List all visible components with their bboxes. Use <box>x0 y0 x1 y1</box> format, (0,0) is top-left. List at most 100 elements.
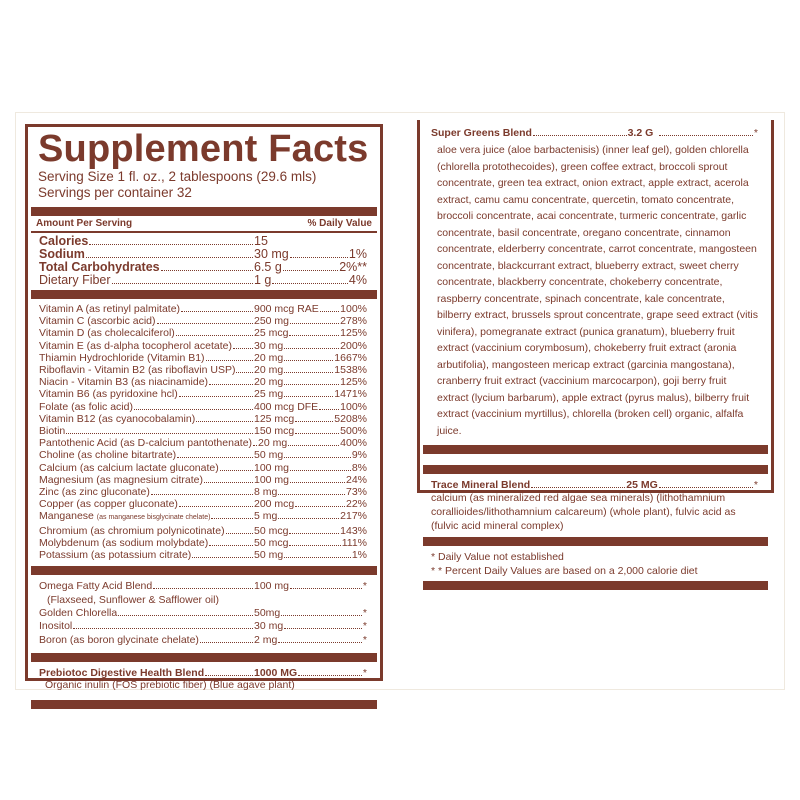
nutrient-row: Manganese (as manganese bisglycinate che… <box>33 510 375 524</box>
nutrient-name: Vitamin E (as d-alpha tocopherol acetate… <box>39 339 232 352</box>
nutrient-row: Calories 15 <box>33 235 375 248</box>
nutrient-name: Biotin <box>39 425 66 438</box>
nutrient-amount: 1 g <box>254 273 272 287</box>
nutrient-subtext: (Flaxseed, Sunflower & Safflower oil) <box>47 593 219 606</box>
nutrient-amount: 20 mg <box>254 376 284 389</box>
nutrient-dv: 8% <box>351 461 367 474</box>
nutrient-dv: 400% <box>340 437 367 450</box>
nutrient-row: Zinc (as zinc gluconate) 8 mg 73% <box>33 486 375 498</box>
other-ingredients-list: Omega Fatty Acid Blend 100 mg * (Flaxseed, … <box>33 575 375 652</box>
nutrient-amount: 50 mg <box>254 549 284 562</box>
nutrient-amount: 20 mg <box>254 364 284 377</box>
nutrient-amount: 20 mg <box>254 351 284 364</box>
nutrient-dv: 24% <box>345 473 367 486</box>
nutrient-amount: 6.5 g <box>254 260 282 274</box>
nutrient-row: Dietary Fiber 1 g 4% <box>33 274 375 287</box>
nutrient-dv: 100% <box>340 303 367 315</box>
nutrient-name: Sodium <box>39 247 85 261</box>
super-greens-name: Super Greens Blend <box>431 127 532 139</box>
divider-bar <box>423 445 768 455</box>
nutrient-dv: 1% <box>348 247 367 261</box>
nutrient-dv: 100% <box>340 400 367 413</box>
nutrient-amount: 125 mcg <box>254 412 295 425</box>
nutrient-row: Vitamin A (as retinyl palmitate) 900 mcg … <box>33 303 375 315</box>
super-greens-ingredients: aloe vera juice (aloe barbactenisis) (in… <box>437 144 758 437</box>
nutrient-dv: 2%** <box>339 260 367 274</box>
nutrient-name: Magnesium (as magnesium citrate) <box>39 473 203 486</box>
nutrient-name: Dietary Fiber <box>39 273 111 287</box>
nutrient-dv: 22% <box>345 498 367 511</box>
divider-line <box>31 231 377 233</box>
nutrient-amount: 25 mcg <box>254 327 289 340</box>
label-title: Supplement Facts <box>38 128 369 170</box>
nutrient-name: Boron (as boron glycinate chelate) <box>39 634 199 647</box>
serving-size: Serving Size 1 fl. oz., 2 tablespoons (2… <box>38 169 317 184</box>
nutrient-row: Inositol 30 mg * <box>33 620 375 634</box>
nutrient-row: Riboflavin - Vitamin B2 (as riboflavin U… <box>33 364 375 376</box>
footnote-dv-not-established: * Daily Value not established <box>431 551 564 564</box>
prebiotic-ingredients: Organic inulin (FOS prebiotic fiber) (Bl… <box>45 678 295 691</box>
trace-mineral-amount: 25 MG <box>626 479 658 492</box>
divider-bar <box>423 465 768 475</box>
nutrient-amount: 30 mg <box>254 247 289 261</box>
nutrient-row: Molybdenum (as sodium molybdate) 50 mcg 11… <box>33 537 375 549</box>
super-greens-row: Super Greens Blend 3.2 G * <box>425 127 766 139</box>
super-greens-dv: * <box>753 127 759 139</box>
nutrient-row: Vitamin D (as cholecalciferol) 25 mcg 125% <box>33 327 375 339</box>
nutrient-dv: 1% <box>351 549 367 562</box>
nutrient-row: Vitamin B6 (as pyridoxine hcl) 25 mg 1471% <box>33 388 375 400</box>
nutrient-row: Vitamin C (ascorbic acid) 250 mg 278% <box>33 315 375 327</box>
prebiotic-section: Prebiotoc Digestive Health Blend 1000 MG… <box>33 662 375 700</box>
nutrient-dv: 4% <box>348 273 367 287</box>
nutrient-row: Vitamin B12 (as cyanocobalamin) 125 mcg 52… <box>33 413 375 425</box>
nutrient-amount: 100 mg <box>254 473 290 486</box>
nutrient-name: Potassium (as potassium citrate) <box>39 549 192 562</box>
nutrient-amount: 30 mg <box>254 620 284 633</box>
nutrient-amount: 50 mcg <box>254 524 289 537</box>
nutrient-dv: 278% <box>340 315 367 328</box>
nutrient-name: Copper (as copper gluconate) <box>39 498 178 511</box>
nutrient-amount: 25 mg <box>254 388 284 401</box>
column-header: Amount Per Serving % Daily Value <box>33 216 375 231</box>
nutrient-name: Choline (as choline bitartrate) <box>39 449 177 462</box>
footnote-calorie-diet: * * Percent Daily Values are based on a … <box>431 565 698 578</box>
nutrient-amount: 50 mcg <box>254 536 289 549</box>
nutrient-row: Sodium 30 mg 1% <box>33 248 375 261</box>
nutrient-row: Copper (as copper gluconate) 200 mcg 22% <box>33 498 375 510</box>
nutrient-row: Vitamin E (as d-alpha tocopherol acetate… <box>33 340 375 352</box>
nutrient-amount: 5 mg <box>254 510 278 523</box>
nutrient-dv: 200% <box>340 339 367 352</box>
nutrient-amount: 150 mcg <box>254 425 295 438</box>
divider-bar <box>31 699 377 709</box>
nutrient-amount: 100 mg <box>254 461 290 474</box>
nutrient-dv: 1538% <box>334 364 367 377</box>
prebiotic-row: Prebiotoc Digestive Health Blend 1000 MG… <box>33 667 375 679</box>
prebiotic-name: Prebiotoc Digestive Health Blend <box>39 666 205 679</box>
nutrient-name: Manganese (as manganese bisglycinate che… <box>39 510 211 523</box>
nutrient-amount: 20 mg <box>258 437 288 450</box>
nutrient-dv: 500% <box>340 425 367 438</box>
nutrient-name: Vitamin B6 (as pyridoxine hcl) <box>39 388 178 401</box>
nutrient-row: Pantothenic Acid (as D-calcium pantothen… <box>33 437 375 449</box>
trace-mineral-dv: * <box>753 479 758 492</box>
nutrient-row: Biotin 150 mcg 500% <box>33 425 375 437</box>
nutrient-row: Folate (as folic acid) 400 mcg DFE 100% <box>33 401 375 413</box>
nutrient-dv: 1471% <box>334 388 367 401</box>
nutrient-name: Vitamin B12 (as cyanocobalamin) <box>39 412 196 425</box>
nutrient-dv: * <box>362 606 367 619</box>
nutrient-name: Calcium (as calcium lactate gluconate) <box>39 461 219 474</box>
divider-bar <box>31 566 377 576</box>
vitamins-list: Vitamin A (as retinyl palmitate) 900 mcg … <box>33 299 375 566</box>
nutrient-dv: 217% <box>340 510 367 523</box>
nutrient-dv: 143% <box>340 524 367 537</box>
nutrient-amount: 200 mcg <box>254 498 295 511</box>
nutrient-name: Omega Fatty Acid Blend <box>39 580 153 593</box>
nutrient-dv: 1667% <box>334 351 367 364</box>
divider-bar <box>31 290 377 299</box>
divider-bar <box>31 652 377 662</box>
divider-bar <box>423 581 768 591</box>
nutrient-name: Vitamin A (as retinyl palmitate) <box>39 303 181 315</box>
nutrient-amount: 2 mg <box>254 634 278 647</box>
dv-header: % Daily Value <box>307 218 372 229</box>
nutrient-amount: 400 mcg DFE <box>254 400 319 413</box>
